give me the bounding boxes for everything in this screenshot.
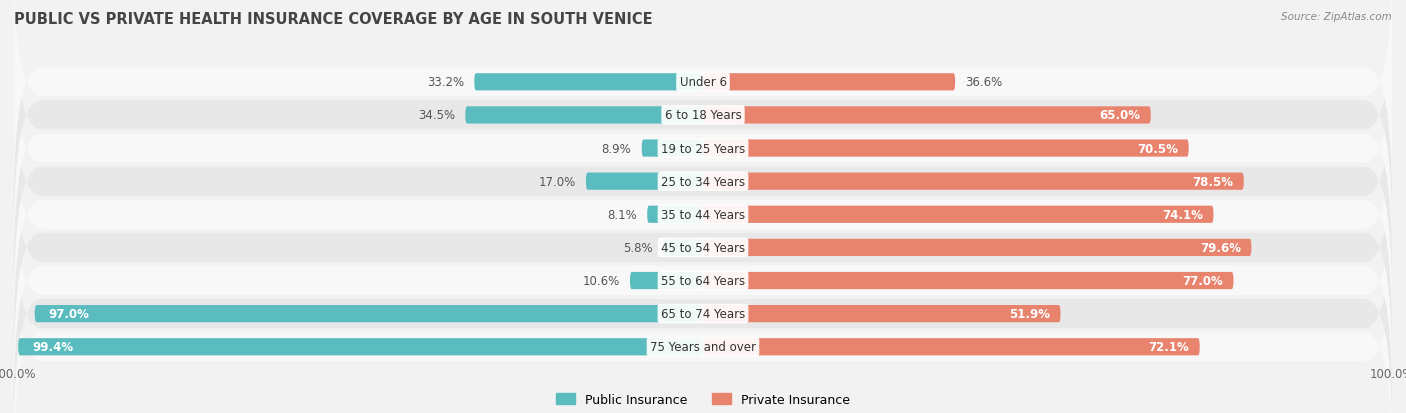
FancyBboxPatch shape xyxy=(703,239,1251,256)
FancyBboxPatch shape xyxy=(14,31,1392,266)
FancyBboxPatch shape xyxy=(465,107,703,124)
FancyBboxPatch shape xyxy=(14,0,1392,200)
Text: 72.1%: 72.1% xyxy=(1149,340,1189,354)
FancyBboxPatch shape xyxy=(14,229,1392,413)
Text: 99.4%: 99.4% xyxy=(32,340,73,354)
FancyBboxPatch shape xyxy=(35,305,703,323)
Legend: Public Insurance, Private Insurance: Public Insurance, Private Insurance xyxy=(551,388,855,411)
FancyBboxPatch shape xyxy=(703,74,955,91)
Text: 6 to 18 Years: 6 to 18 Years xyxy=(665,109,741,122)
FancyBboxPatch shape xyxy=(14,64,1392,299)
Text: 77.0%: 77.0% xyxy=(1182,274,1223,287)
Text: 78.5%: 78.5% xyxy=(1192,175,1233,188)
Text: Source: ZipAtlas.com: Source: ZipAtlas.com xyxy=(1281,12,1392,22)
FancyBboxPatch shape xyxy=(703,140,1188,157)
Text: 65.0%: 65.0% xyxy=(1099,109,1140,122)
FancyBboxPatch shape xyxy=(14,130,1392,366)
FancyBboxPatch shape xyxy=(18,338,703,356)
Text: 8.9%: 8.9% xyxy=(602,142,631,155)
Text: 55 to 64 Years: 55 to 64 Years xyxy=(661,274,745,287)
Text: 65 to 74 Years: 65 to 74 Years xyxy=(661,307,745,320)
Text: 35 to 44 Years: 35 to 44 Years xyxy=(661,208,745,221)
Text: 97.0%: 97.0% xyxy=(48,307,90,320)
Text: 45 to 54 Years: 45 to 54 Years xyxy=(661,241,745,254)
Text: 17.0%: 17.0% xyxy=(538,175,575,188)
FancyBboxPatch shape xyxy=(703,173,1244,190)
Text: PUBLIC VS PRIVATE HEALTH INSURANCE COVERAGE BY AGE IN SOUTH VENICE: PUBLIC VS PRIVATE HEALTH INSURANCE COVER… xyxy=(14,12,652,27)
Text: 36.6%: 36.6% xyxy=(966,76,1002,89)
Text: 19 to 25 Years: 19 to 25 Years xyxy=(661,142,745,155)
Text: 51.9%: 51.9% xyxy=(1010,307,1050,320)
FancyBboxPatch shape xyxy=(630,272,703,290)
Text: 10.6%: 10.6% xyxy=(582,274,620,287)
FancyBboxPatch shape xyxy=(647,206,703,223)
Text: 34.5%: 34.5% xyxy=(418,109,456,122)
Text: 75 Years and over: 75 Years and over xyxy=(650,340,756,354)
FancyBboxPatch shape xyxy=(14,163,1392,399)
Text: Under 6: Under 6 xyxy=(679,76,727,89)
FancyBboxPatch shape xyxy=(703,206,1213,223)
FancyBboxPatch shape xyxy=(703,272,1233,290)
FancyBboxPatch shape xyxy=(14,97,1392,332)
Text: 74.1%: 74.1% xyxy=(1163,208,1204,221)
Text: 8.1%: 8.1% xyxy=(607,208,637,221)
Text: 70.5%: 70.5% xyxy=(1137,142,1178,155)
FancyBboxPatch shape xyxy=(703,107,1152,124)
FancyBboxPatch shape xyxy=(14,0,1392,233)
Text: 79.6%: 79.6% xyxy=(1201,241,1241,254)
FancyBboxPatch shape xyxy=(703,338,1199,356)
Text: 25 to 34 Years: 25 to 34 Years xyxy=(661,175,745,188)
FancyBboxPatch shape xyxy=(14,196,1392,413)
Text: 33.2%: 33.2% xyxy=(427,76,464,89)
FancyBboxPatch shape xyxy=(641,140,703,157)
FancyBboxPatch shape xyxy=(474,74,703,91)
FancyBboxPatch shape xyxy=(664,239,703,256)
FancyBboxPatch shape xyxy=(586,173,703,190)
Text: 5.8%: 5.8% xyxy=(623,241,652,254)
FancyBboxPatch shape xyxy=(703,305,1060,323)
